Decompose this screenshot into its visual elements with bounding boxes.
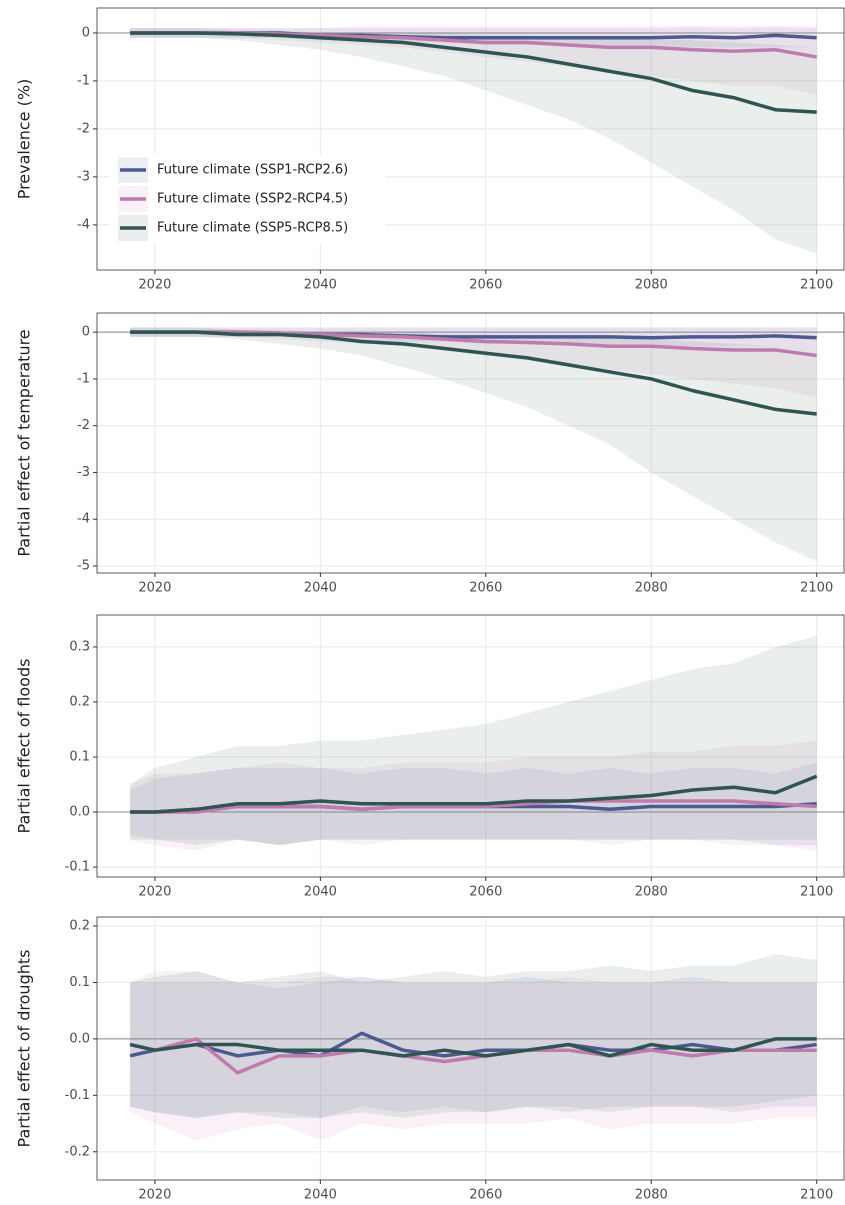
y-tick-label: 0.0 xyxy=(69,805,90,820)
series-line xyxy=(130,330,817,358)
y-tick-label: -4 xyxy=(77,217,90,232)
y-tick-label: 0.2 xyxy=(69,919,90,934)
x-tick-label: 2020 xyxy=(138,278,171,293)
x-tick-label: 2020 xyxy=(138,1188,171,1203)
confidence-band xyxy=(130,635,817,846)
y-tick-label: -1 xyxy=(77,371,90,386)
x-tick-label: 2040 xyxy=(304,581,337,596)
y-axis-title: Partial effect of temperature xyxy=(15,329,34,556)
panel: -0.2 -0.1 0.0 0.1 0.2 2020 2040 2060 2080 2100 Par… xyxy=(15,916,845,1203)
y-tick-label: 0.2 xyxy=(69,694,90,709)
x-tick-label: 2040 xyxy=(304,1188,337,1203)
x-tick-label: 2080 xyxy=(635,1188,668,1203)
x-tick-label: 2020 xyxy=(138,581,171,596)
x-tick-label: 2060 xyxy=(469,278,502,293)
y-axis-title: Prevalence (%) xyxy=(15,79,34,200)
x-tick-label: 2080 xyxy=(635,278,668,293)
x-tick-label: 2100 xyxy=(800,1188,833,1203)
legend-label: Future climate (SSP2-RCP4.5) xyxy=(157,192,348,207)
panel: 0 -1 -2 -3 -4 2020 2040 2060 2080 2100 Prevalence … xyxy=(15,7,845,293)
y-tick-label: -0.2 xyxy=(65,1144,90,1159)
x-tick-label: 2060 xyxy=(469,885,502,900)
plot-background xyxy=(97,615,844,877)
x-tick-label: 2080 xyxy=(635,885,668,900)
panel-border xyxy=(96,312,845,574)
x-tick-label: 2020 xyxy=(138,885,171,900)
x-tick-label: 2060 xyxy=(469,581,502,596)
panel-border xyxy=(96,916,845,1181)
legend-background xyxy=(110,155,385,243)
x-tick-label: 2080 xyxy=(635,581,668,596)
y-tick-label: 0 xyxy=(82,325,90,340)
series-line xyxy=(130,330,817,416)
y-tick-label: -2 xyxy=(77,418,90,433)
y-tick-label: -3 xyxy=(77,465,90,480)
x-tick-label: 2040 xyxy=(304,278,337,293)
series-line xyxy=(130,31,817,114)
confidence-band xyxy=(130,327,817,562)
x-tick-label: 2040 xyxy=(304,885,337,900)
plot-background xyxy=(97,313,844,573)
panel: -0.1 0.0 0.1 0.2 0.3 2020 2040 2060 2080 2100 Part… xyxy=(15,614,845,900)
panel-border xyxy=(96,7,845,271)
confidence-band xyxy=(130,28,817,254)
y-tick-label: -1 xyxy=(77,73,90,88)
series-line xyxy=(129,1037,817,1075)
y-axis-title: Partial effect of floods xyxy=(15,659,34,834)
x-tick-label: 2100 xyxy=(800,581,833,596)
confidence-band xyxy=(130,25,817,96)
y-axis-title: Partial effect of droughts xyxy=(15,950,34,1148)
series-line xyxy=(129,1037,817,1058)
legend-label: Future climate (SSP1-RCP2.6) xyxy=(157,163,348,178)
y-tick-label: 0.1 xyxy=(69,750,90,765)
x-tick-label: 2100 xyxy=(800,278,833,293)
y-tick-label: -4 xyxy=(77,512,90,527)
y-tick-label: -5 xyxy=(77,558,90,573)
y-tick-label: -2 xyxy=(77,121,90,136)
y-tick-label: 0.3 xyxy=(69,639,90,654)
panel: 0 -1 -2 -3 -4 -5 2020 2040 2060 2080 2100 Partial e… xyxy=(15,312,845,596)
x-tick-label: 2100 xyxy=(800,885,833,900)
confidence-band xyxy=(130,976,817,1118)
confidence-band xyxy=(130,740,817,851)
y-tick-label: 0 xyxy=(82,25,90,40)
panel-border xyxy=(96,614,845,878)
x-tick-label: 2060 xyxy=(469,1188,502,1203)
y-tick-label: -0.1 xyxy=(65,860,90,875)
legend-label: Future climate (SSP5-RCP8.5) xyxy=(157,221,348,236)
y-tick-label: -0.1 xyxy=(65,1088,90,1103)
series-line xyxy=(130,799,817,814)
confidence-band xyxy=(130,954,817,1118)
y-tick-label: -3 xyxy=(77,169,90,184)
y-tick-label: 0.1 xyxy=(69,975,90,990)
y-tick-label: 0.0 xyxy=(69,1031,90,1046)
series-line xyxy=(130,774,818,814)
